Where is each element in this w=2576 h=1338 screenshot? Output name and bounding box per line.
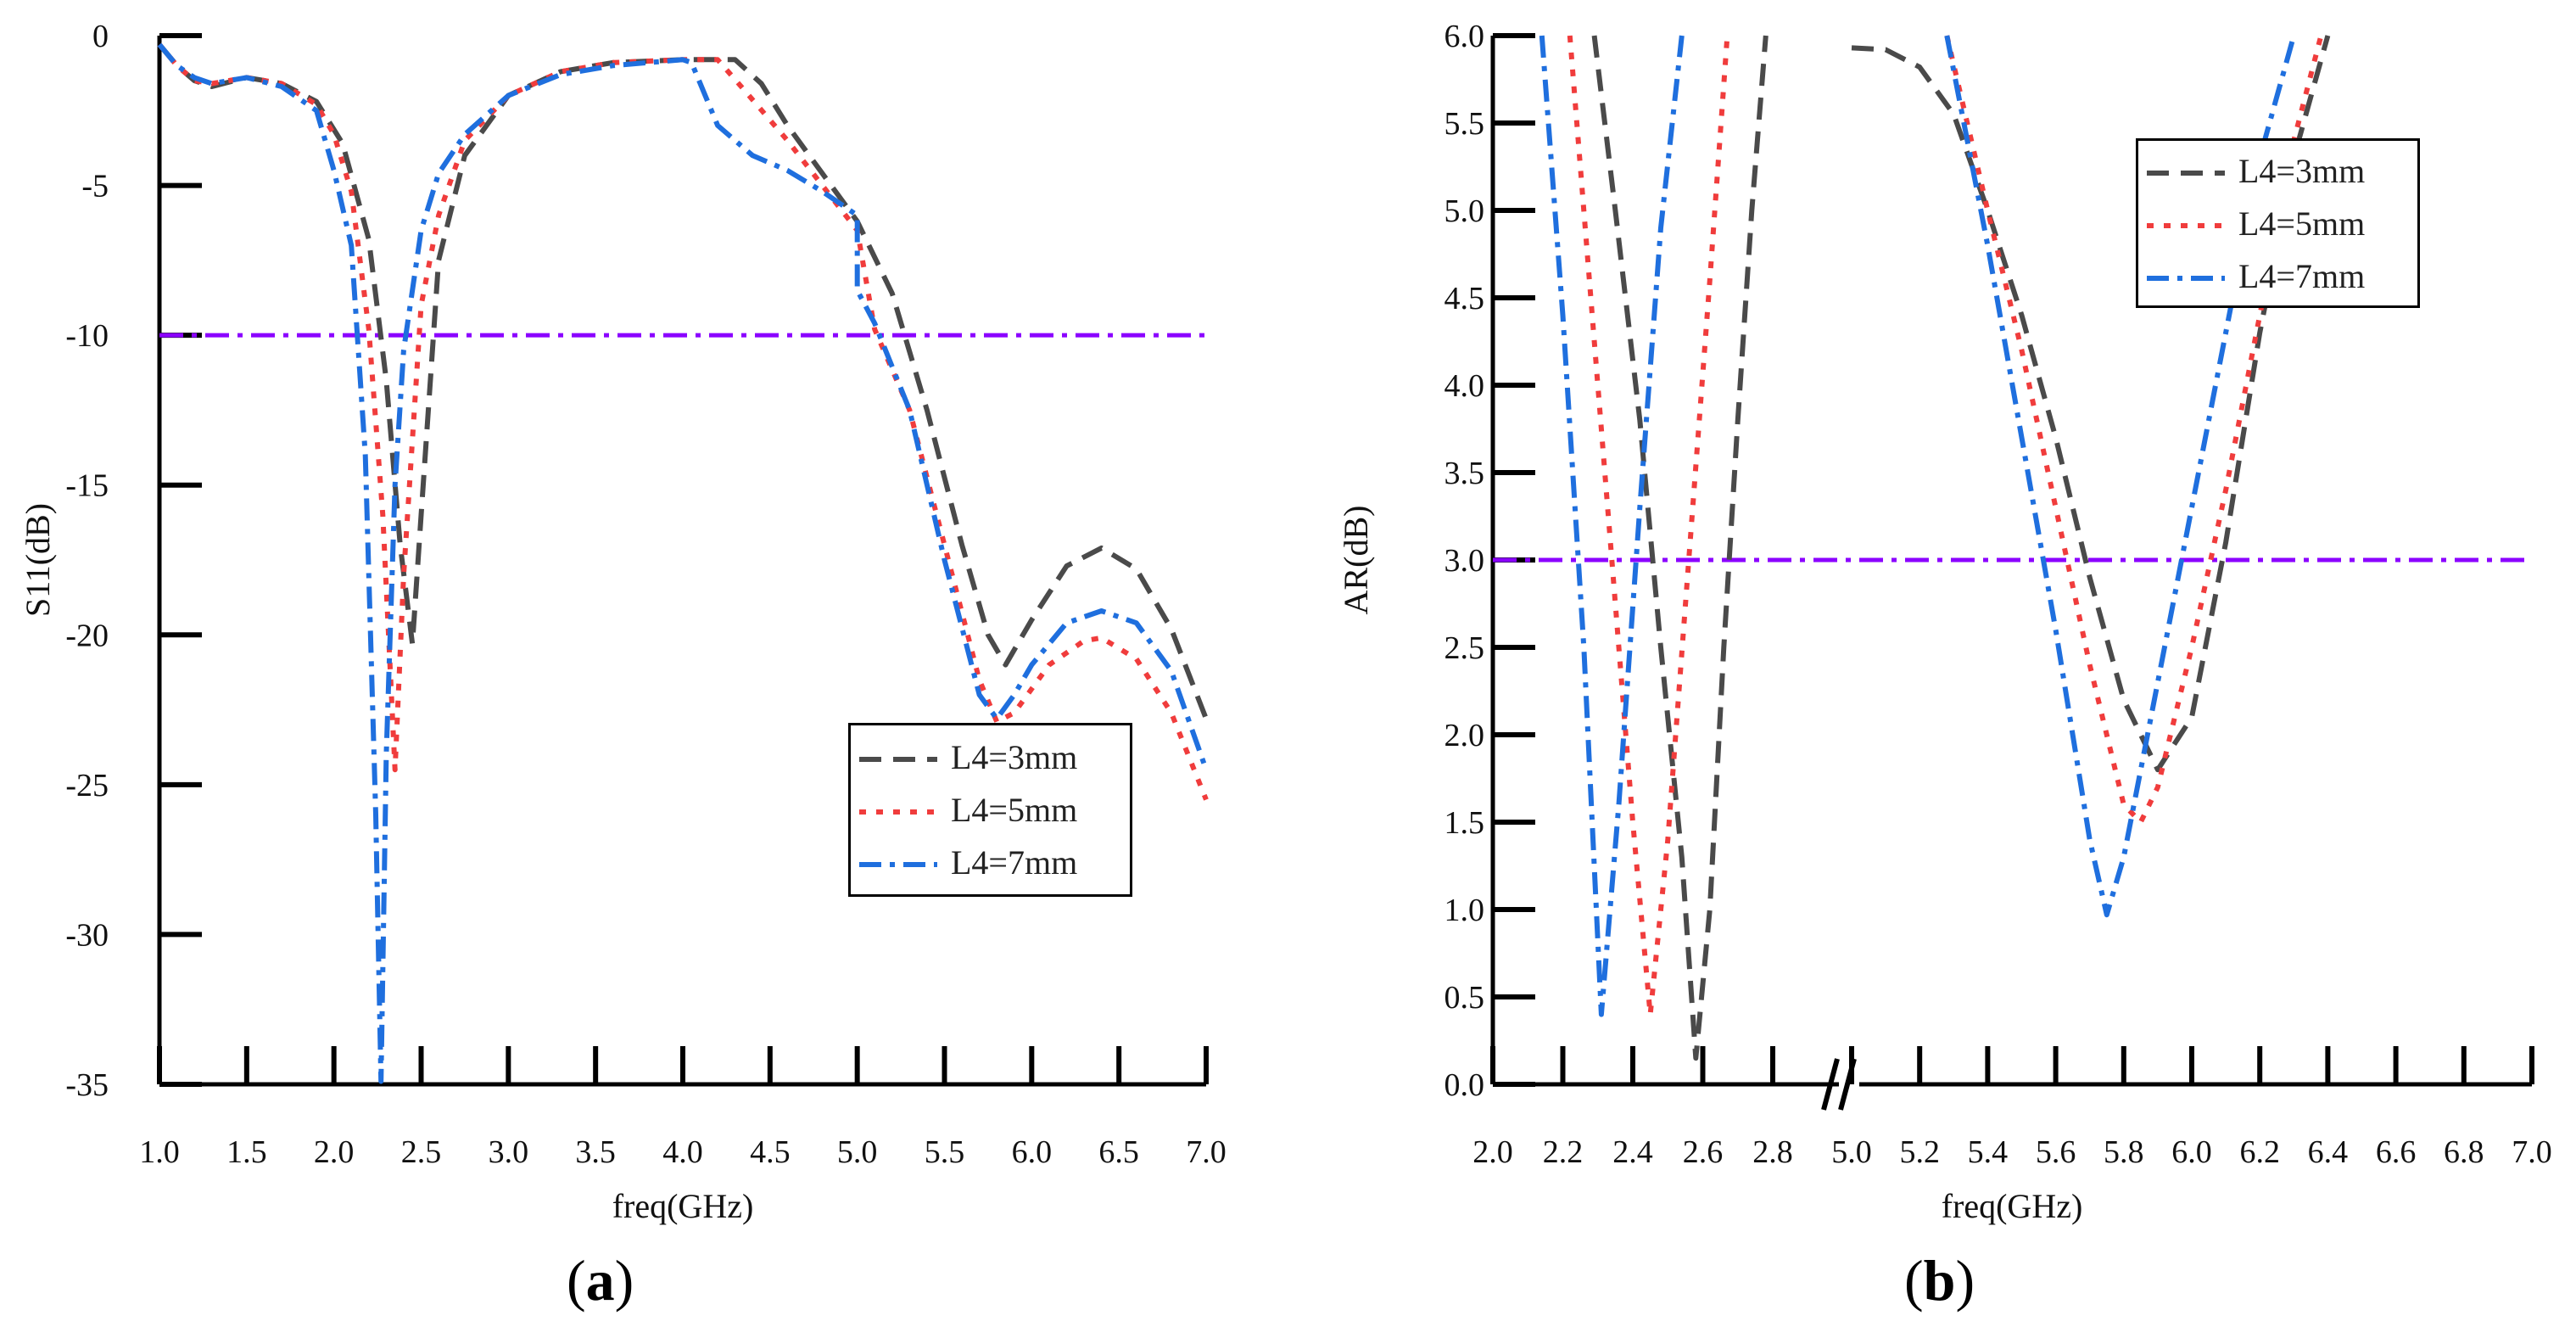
legend-entry-b-0: L4=3mm (2138, 148, 2417, 199)
y-tick-label: 2.0 (1444, 718, 1485, 753)
x-tick-label: 6.0 (2171, 1134, 2212, 1170)
y-tick-label: -30 (65, 917, 109, 953)
series-line-0 (157, 42, 1209, 720)
y-tick-label: 0 (92, 19, 109, 54)
y-tick-label: 2.5 (1444, 630, 1485, 666)
legend-label: L4=5mm (2238, 204, 2366, 243)
x-tick-label: 2.8 (1752, 1134, 1793, 1170)
legend-entry-b-2: L4=7mm (2138, 253, 2417, 304)
x-tick-label: 2.6 (1683, 1134, 1724, 1170)
y-axis-label: S11(dB) (19, 503, 57, 617)
x-tick-label: 7.0 (1186, 1134, 1227, 1170)
x-tick-label: 2.0 (314, 1134, 355, 1170)
y-tick-label: 3.0 (1444, 543, 1485, 579)
x-axis-label: freq(GHz) (1942, 1187, 2083, 1225)
x-tick-label: 5.2 (1899, 1134, 1940, 1170)
x-tick-label: 4.0 (662, 1134, 703, 1170)
series-line-0-segment-1 (1851, 35, 2331, 773)
y-tick-label: -20 (65, 618, 109, 653)
y-tick-label: -15 (65, 468, 109, 504)
y-tick-label: 1.5 (1444, 805, 1485, 841)
panel-label-b: (b) (1904, 1248, 1975, 1313)
y-axis-label: AR(dB) (1337, 506, 1375, 615)
x-tick-label: 4.5 (750, 1134, 791, 1170)
x-tick-label: 6.0 (1012, 1134, 1053, 1170)
x-axis-label: freq(GHz) (612, 1187, 754, 1225)
y-tick-label: 6.0 (1444, 19, 1485, 54)
y-tick-label: 5.5 (1444, 106, 1485, 142)
y-tick-label: 4.0 (1444, 368, 1485, 404)
x-tick-label: 2.2 (1543, 1134, 1584, 1170)
y-tick-label: 3.5 (1444, 456, 1485, 491)
panel-label-a: (a) (567, 1248, 634, 1313)
legend-entry-a-2: L4=7mm (851, 839, 1130, 890)
y-tick-label: 4.5 (1444, 281, 1485, 316)
x-tick-label: 6.6 (2376, 1134, 2417, 1170)
series-line-2 (157, 42, 1209, 1084)
x-tick-label: 2.5 (401, 1134, 442, 1170)
axis-break-mark (1821, 1058, 1840, 1111)
x-tick-label: 3.0 (489, 1134, 529, 1170)
x-tick-label: 6.4 (2308, 1134, 2349, 1170)
x-tick-label: 6.5 (1098, 1134, 1139, 1170)
x-tick-label: 5.6 (2036, 1134, 2076, 1170)
x-tick-label: 5.4 (1968, 1134, 2009, 1170)
x-tick-label: 6.8 (2444, 1134, 2484, 1170)
series-line-2-segment-0 (1539, 35, 1685, 1017)
series-line-1-segment-1 (1944, 35, 2324, 825)
legend-label: L4=3mm (2238, 152, 2366, 190)
x-tick-label: 2.0 (1472, 1134, 1513, 1170)
legend-entry-a-1: L4=5mm (851, 787, 1130, 837)
series-line-0-segment-0 (1591, 35, 1769, 1061)
legend-label: L4=5mm (951, 791, 1078, 829)
legend-entry-a-0: L4=3mm (851, 734, 1130, 785)
series-line-1 (157, 42, 1209, 801)
y-tick-label: -5 (81, 169, 109, 204)
legend-panel-a: L4=3mm L4=5mm L4=7mm (848, 723, 1132, 897)
y-tick-label: -25 (65, 768, 109, 803)
panel-a-chart: 1.0 1.5 2.0 2.5 3.0 3.5 4.0 4.5 5.0 5.5 6.0 6.5 7.0 0… (19, 19, 1227, 1225)
y-tick-label: 5.0 (1444, 193, 1485, 229)
y-tick-label: 0.0 (1444, 1067, 1485, 1103)
legend-label: L4=7mm (2238, 257, 2366, 295)
legend-label: L4=7mm (951, 843, 1078, 882)
y-tick-label: 0.5 (1444, 980, 1485, 1016)
x-tick-label: 5.0 (1831, 1134, 1872, 1170)
x-tick-label: 1.0 (139, 1134, 180, 1170)
x-tick-label: 1.5 (226, 1134, 267, 1170)
x-tick-label: 5.5 (925, 1134, 965, 1170)
x-tick-label: 6.2 (2239, 1134, 2280, 1170)
x-tick-label: 5.0 (837, 1134, 878, 1170)
x-tick-label: 7.0 (2512, 1134, 2552, 1170)
panel-b-chart: 2.0 2.2 2.4 2.6 2.8 5.0 5.2 5.4 5.6 5.8 6.0 6.2 6.4 6… (1337, 19, 2552, 1225)
legend-panel-b: L4=3mm L4=5mm L4=7mm (2136, 138, 2420, 308)
x-tick-label: 5.8 (2104, 1134, 2144, 1170)
y-tick-label: -10 (65, 318, 109, 354)
legend-label: L4=3mm (951, 738, 1078, 776)
y-tick-label: -35 (65, 1067, 109, 1103)
x-tick-label: 2.4 (1612, 1134, 1653, 1170)
y-tick-label: 1.0 (1444, 893, 1485, 928)
legend-entry-b-1: L4=5mm (2138, 200, 2417, 251)
x-tick-label: 3.5 (575, 1134, 616, 1170)
